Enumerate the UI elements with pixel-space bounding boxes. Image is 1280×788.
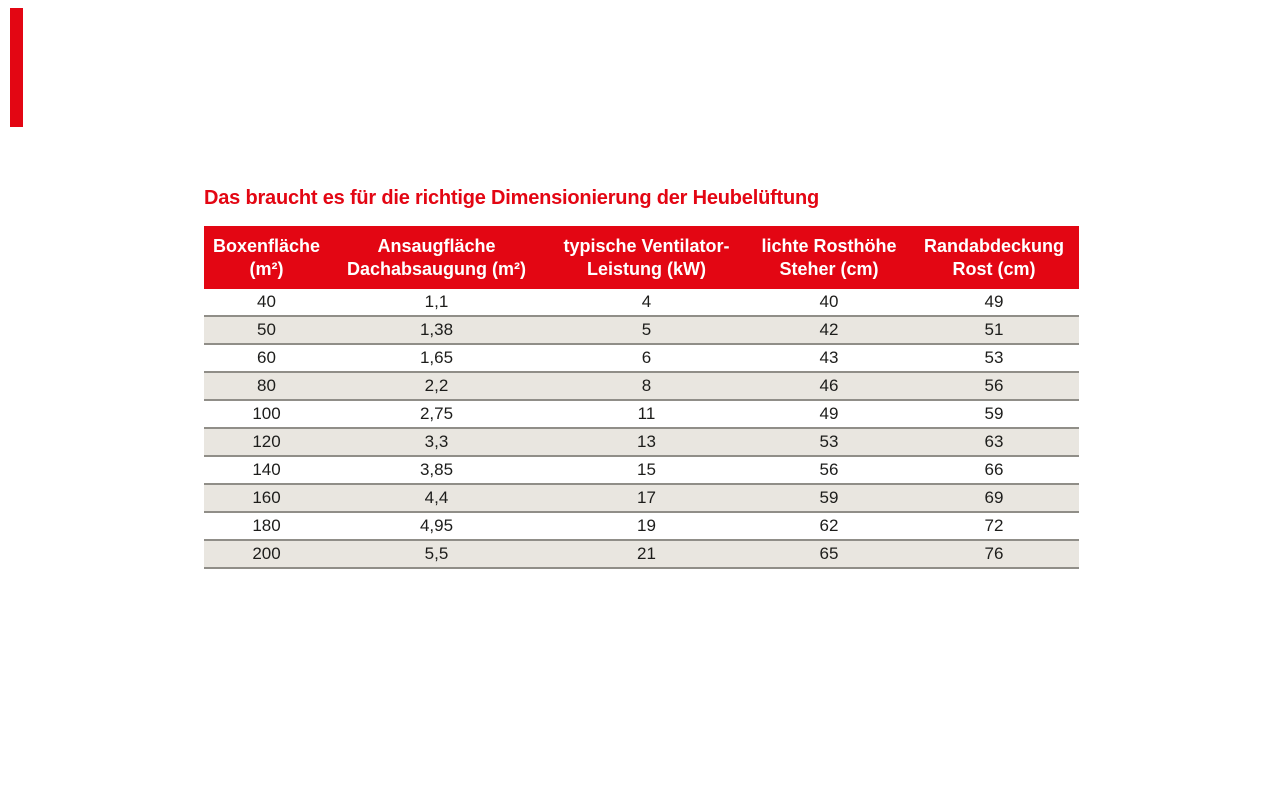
column-header-1: Boxenfläche (m²) (204, 226, 329, 289)
table-cell: 21 (544, 540, 749, 569)
table-cell: 4 (544, 289, 749, 317)
table-cell: 2,2 (329, 372, 544, 401)
table-row: 80 2,2 8 46 56 (204, 372, 1079, 401)
table-cell: 2,75 (329, 400, 544, 429)
column-header-line2: Steher (cm) (779, 258, 879, 279)
table-cell: 120 (204, 428, 329, 457)
table-cell: 5,5 (329, 540, 544, 569)
table-row: 160 4,4 17 59 69 (204, 484, 1079, 513)
table-cell: 19 (544, 512, 749, 541)
table-cell: 66 (909, 456, 1079, 485)
hay-ventilation-dimensioning-table: Boxenfläche (m²) Ansaugfläche Dachabsaugung… (204, 226, 1079, 569)
red-accent-bar (10, 8, 23, 127)
table-cell: 1,65 (329, 344, 544, 373)
table-cell: 160 (204, 484, 329, 513)
table-cell: 53 (749, 428, 909, 457)
column-header-line2: Rost (cm) (952, 258, 1036, 279)
column-header-line1: lichte Rosthöhe (761, 235, 897, 256)
table-cell: 56 (749, 456, 909, 485)
table-row: 120 3,3 13 53 63 (204, 428, 1079, 457)
table-row: 180 4,95 19 62 72 (204, 512, 1079, 541)
table-cell: 72 (909, 512, 1079, 541)
table-row: 100 2,75 11 49 59 (204, 400, 1079, 429)
table-cell: 59 (749, 484, 909, 513)
column-header-line1: Ansaugfläche (377, 235, 496, 256)
column-header-2: Ansaugfläche Dachabsaugung (m²) (329, 226, 544, 289)
table-cell: 43 (749, 344, 909, 373)
table-cell: 49 (909, 289, 1079, 317)
table-header-row: Boxenfläche (m²) Ansaugfläche Dachabsaugung… (204, 226, 1079, 289)
table-cell: 1,38 (329, 316, 544, 345)
table-row: 200 5,5 21 65 76 (204, 540, 1079, 569)
column-header-3: typische Ventilator- Leistung (kW) (544, 226, 749, 289)
table-cell: 60 (204, 344, 329, 373)
table-cell: 180 (204, 512, 329, 541)
table-row: 60 1,65 6 43 53 (204, 344, 1079, 373)
table-cell: 15 (544, 456, 749, 485)
table-cell: 59 (909, 400, 1079, 429)
table-cell: 8 (544, 372, 749, 401)
table-section: Das braucht es für die richtige Dimensio… (204, 186, 1079, 569)
table-cell: 56 (909, 372, 1079, 401)
table-row: 50 1,38 5 42 51 (204, 316, 1079, 345)
table-cell: 17 (544, 484, 749, 513)
section-title: Das braucht es für die richtige Dimensio… (204, 187, 820, 209)
table-row: 140 3,85 15 56 66 (204, 456, 1079, 485)
table-cell: 1,1 (329, 289, 544, 317)
table-cell: 100 (204, 400, 329, 429)
table-cell: 53 (909, 344, 1079, 373)
table-cell: 140 (204, 456, 329, 485)
table-cell: 80 (204, 372, 329, 401)
column-header-line1: Randabdeckung (923, 235, 1065, 256)
column-header-line1: Boxenfläche (212, 235, 321, 256)
table-cell: 5 (544, 316, 749, 345)
table-cell: 63 (909, 428, 1079, 457)
column-header-line2: Leistung (kW) (587, 258, 706, 279)
table-cell: 65 (749, 540, 909, 569)
table-cell: 4,4 (329, 484, 544, 513)
table-cell: 49 (749, 400, 909, 429)
table-cell: 4,95 (329, 512, 544, 541)
table-cell: 11 (544, 400, 749, 429)
table-body: 40 1,1 4 40 49 50 1,38 5 42 51 60 1,65 6 43 53 80 2,2 8 46… (204, 289, 1079, 569)
table-cell: 42 (749, 316, 909, 345)
table-cell: 69 (909, 484, 1079, 513)
column-header-line2: (m²) (249, 258, 284, 279)
table-cell: 6 (544, 344, 749, 373)
table-cell: 50 (204, 316, 329, 345)
table-row: 40 1,1 4 40 49 (204, 289, 1079, 317)
table-cell: 46 (749, 372, 909, 401)
table-cell: 62 (749, 512, 909, 541)
column-header-4: lichte Rosthöhe Steher (cm) (749, 226, 909, 289)
table-cell: 13 (544, 428, 749, 457)
table-cell: 3,3 (329, 428, 544, 457)
column-header-5: Randabdeckung Rost (cm) (909, 226, 1079, 289)
table-cell: 3,85 (329, 456, 544, 485)
table-cell: 40 (749, 289, 909, 317)
column-header-line2: Dachabsaugung (m²) (346, 258, 526, 279)
table-cell: 51 (909, 316, 1079, 345)
table-cell: 200 (204, 540, 329, 569)
table-cell: 40 (204, 289, 329, 317)
column-header-line1: typische Ventilator- (563, 235, 730, 256)
table-cell: 76 (909, 540, 1079, 569)
